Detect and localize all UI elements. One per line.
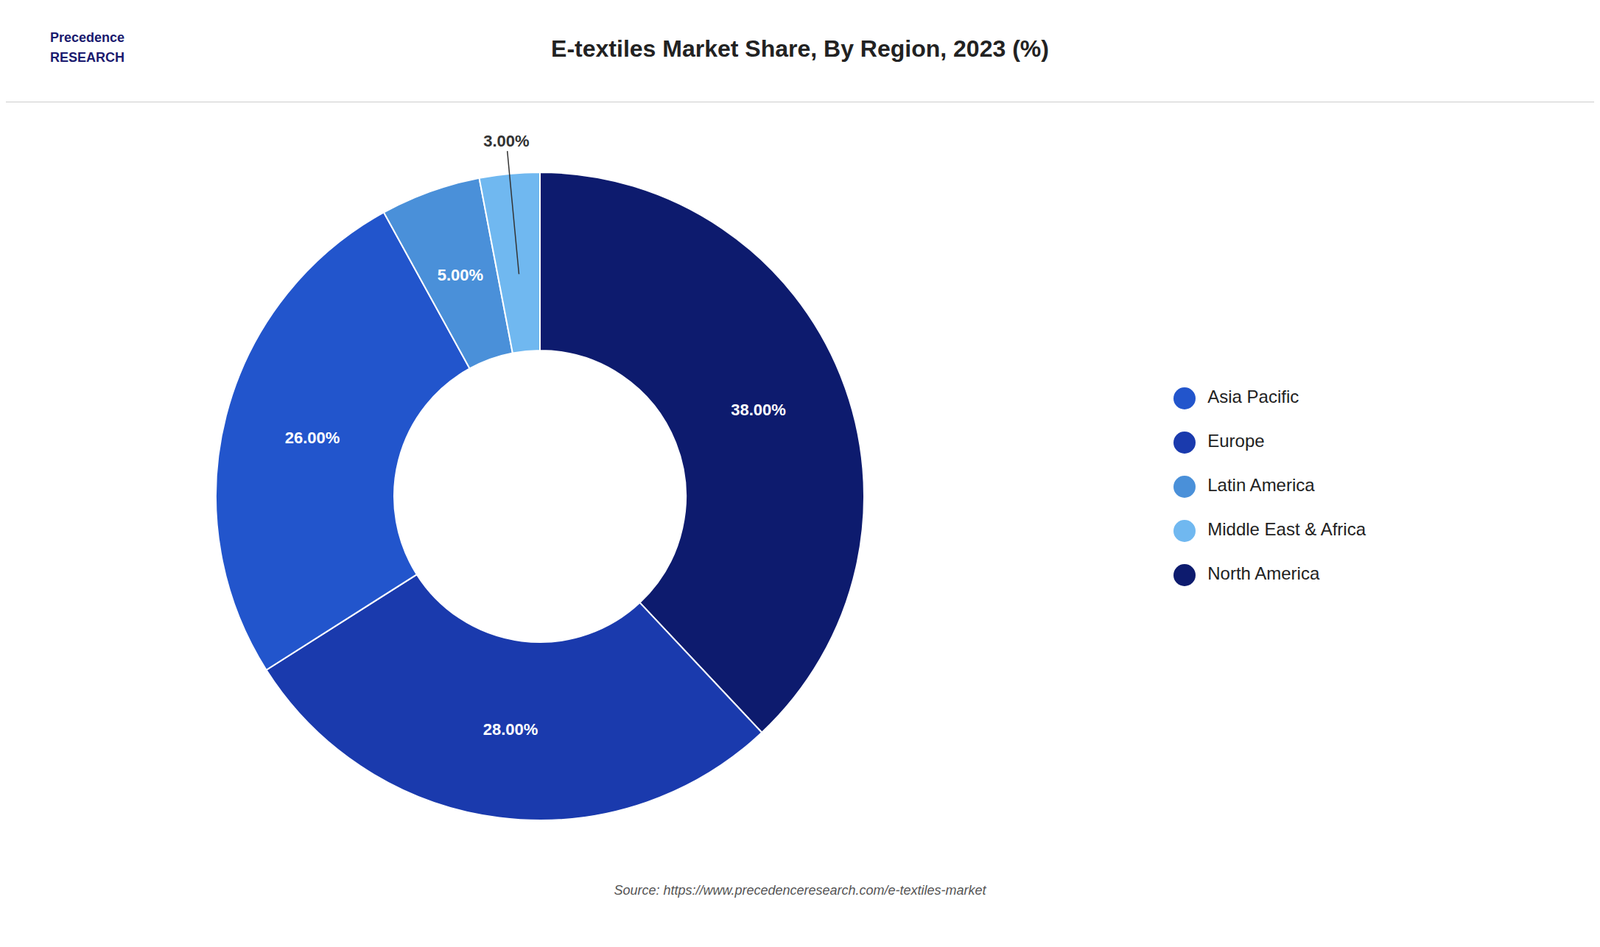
- html-text:Latin America: Latin America: [1207, 475, 1315, 496]
- html-text:Europe: Europe: [1207, 430, 1265, 451]
- html-text:Precedence: Precedence: [50, 30, 125, 45]
- html-text:Source: https://www.precedence: Source: https://www.precedenceresearch.c…: [613, 883, 987, 898]
- svg-text:3.00%: 3.00%: [483, 131, 529, 151]
- svg-text:28.00%: 28.00%: [483, 720, 539, 739]
- html-text:Middle East & Africa: Middle East & Africa: [1207, 519, 1366, 540]
- html-text:RESEARCH: RESEARCH: [50, 50, 125, 65]
- svg-text:38.00%: 38.00%: [730, 400, 787, 420]
- html-text:North America: North America: [1207, 563, 1320, 584]
- html-text:Asia Pacific: Asia Pacific: [1207, 386, 1299, 407]
- svg-text:5.00%: 5.00%: [437, 265, 484, 285]
- svg-text:26.00%: 26.00%: [285, 428, 341, 448]
- html-text:E-textiles Market Share, By Re: E-textiles Market Share, By Region, 2023…: [551, 35, 1049, 62]
